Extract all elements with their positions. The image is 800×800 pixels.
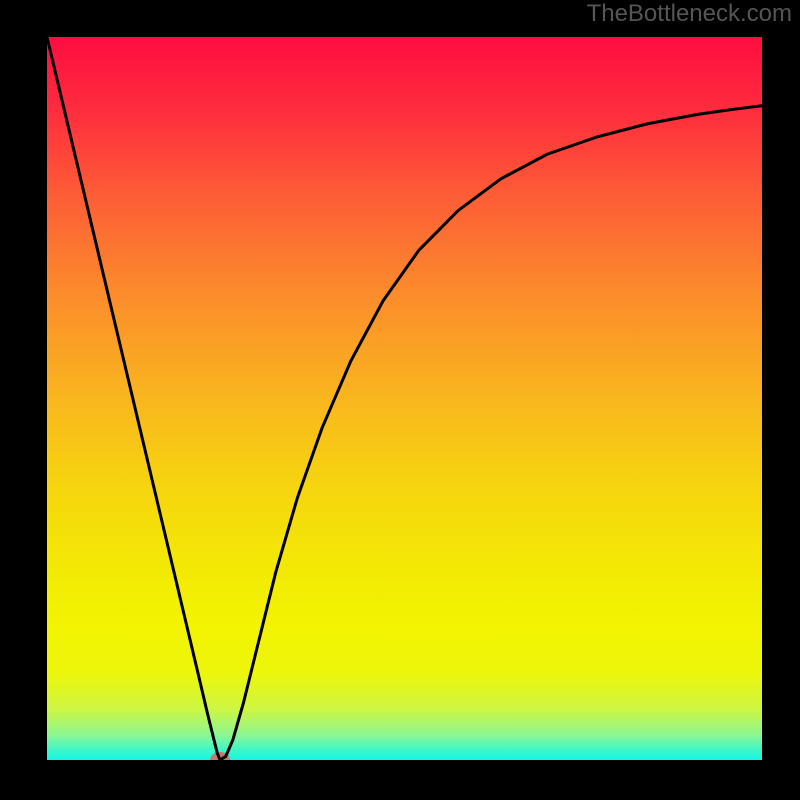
bottleneck-curve bbox=[47, 37, 762, 760]
plot-area bbox=[47, 37, 762, 760]
watermark-text: TheBottleneck.com bbox=[587, 0, 792, 28]
chart-container: TheBottleneck.com bbox=[0, 0, 800, 800]
curve-svg bbox=[47, 37, 762, 760]
